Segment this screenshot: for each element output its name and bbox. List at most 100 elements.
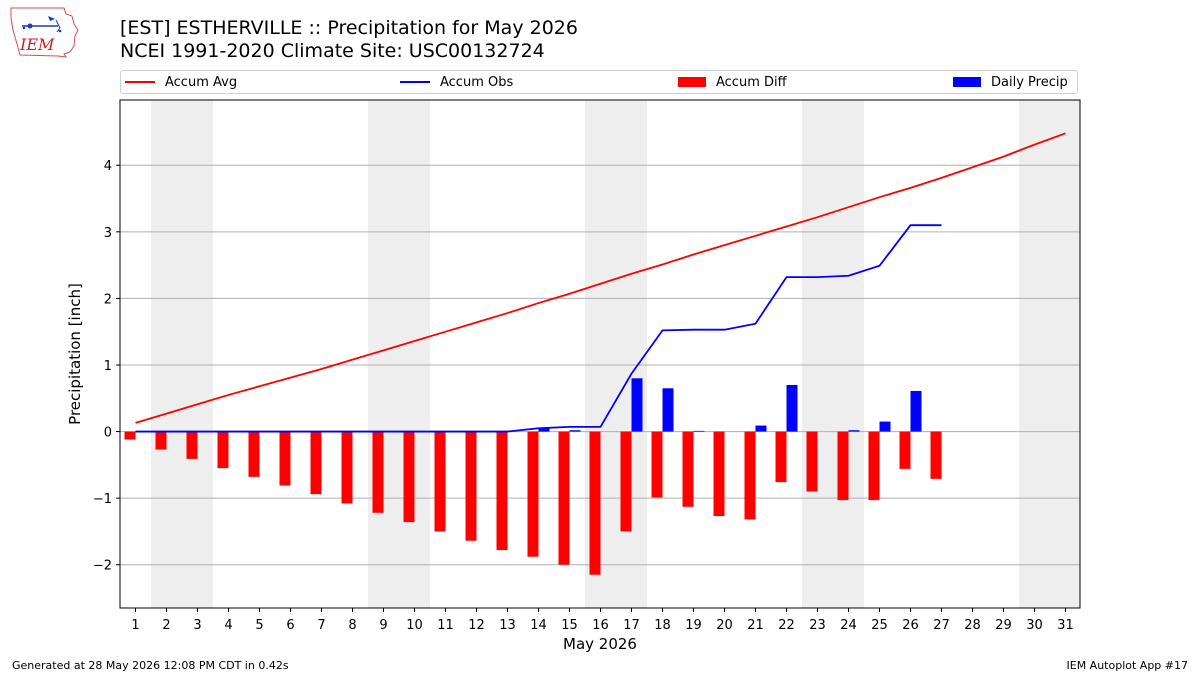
legend-label-accum-avg: Accum Avg (165, 74, 238, 90)
weekend-shade (833, 100, 864, 608)
x-tick-label: 18 (654, 618, 671, 633)
daily-precip-bar (910, 390, 922, 432)
y-tick-label: 2 (104, 292, 112, 307)
legend-swatch-accum-diff (678, 77, 706, 87)
weekend-shade (399, 100, 430, 608)
accum-diff-bar (527, 431, 539, 557)
x-tick-label: 11 (437, 618, 454, 633)
weekend-shade (151, 100, 182, 608)
daily-precip-bar (662, 388, 674, 432)
x-tick-label: 3 (193, 618, 201, 633)
legend-item-accum-obs: Accum Obs (400, 71, 513, 93)
accum-avg-line (135, 132, 1066, 424)
accum-obs-line (135, 224, 942, 433)
iem-logo: IEM (10, 7, 79, 58)
accum-diff-bar (930, 431, 942, 479)
accum-diff-bar (341, 431, 353, 504)
x-tick-label: 30 (1026, 618, 1043, 633)
y-axis-label: Precipitation [inch] (66, 283, 84, 425)
x-tick-label: 19 (685, 618, 702, 633)
accum-diff-bar (682, 431, 694, 507)
y-tick-label: 0 (104, 426, 112, 441)
accum-diff-bar (806, 431, 818, 492)
x-tick-label: 21 (747, 618, 764, 633)
accum-diff-bar (651, 431, 663, 498)
daily-precip-bar (848, 430, 860, 432)
accum-diff-bar (589, 431, 601, 575)
generated-footer: Generated at 28 May 2026 12:08 PM CDT in… (12, 659, 289, 672)
accum-diff-bar (310, 431, 322, 495)
accum-diff-bar (620, 431, 632, 532)
accum-diff-bar (434, 431, 446, 532)
accum-diff-bar (465, 431, 477, 541)
x-tick-label: 25 (871, 618, 888, 633)
y-tick-label: −1 (93, 492, 112, 507)
x-tick-label: 2 (162, 618, 170, 633)
legend-label-daily-precip: Daily Precip (991, 74, 1068, 90)
weekend-shade (802, 100, 833, 608)
x-tick-label: 7 (317, 618, 325, 633)
accum-diff-bar (403, 431, 415, 523)
accum-diff-bar (899, 431, 911, 469)
x-axis-label: May 2026 (563, 635, 637, 653)
x-tick-label: 9 (379, 618, 387, 633)
accum-diff-bar (372, 431, 384, 513)
y-tick-label: 3 (104, 226, 112, 241)
x-tick-label: 24 (840, 618, 857, 633)
legend-label-accum-diff: Accum Diff (716, 74, 787, 90)
chart-subtitle: NCEI 1991-2020 Climate Site: USC00132724 (120, 40, 545, 62)
weekend-shade (182, 100, 213, 608)
accum-diff-bar (868, 431, 880, 501)
accum-diff-bar (248, 431, 260, 477)
x-tick-label: 16 (592, 618, 609, 633)
accum-diff-bar (713, 431, 725, 517)
x-tick-label: 15 (561, 618, 578, 633)
x-tick-label: 12 (468, 618, 485, 633)
accum-diff-bar (496, 431, 508, 551)
chart-legend: Accum Avg Accum Obs Accum Diff Daily Pre… (120, 70, 1078, 94)
weekend-shade (1050, 100, 1080, 608)
x-tick-label: 4 (224, 618, 232, 633)
x-tick-label: 29 (995, 618, 1012, 633)
daily-precip-bar (538, 428, 550, 432)
legend-swatch-daily-precip (953, 77, 981, 87)
legend-swatch-accum-avg (125, 81, 155, 83)
accum-diff-bar (558, 431, 570, 565)
x-tick-label: 1 (131, 618, 139, 633)
weekend-shade (616, 100, 647, 608)
weekend-shade (1019, 100, 1050, 608)
app-footer: IEM Autoplot App #17 (1066, 659, 1189, 672)
legend-item-accum-avg: Accum Avg (125, 71, 237, 93)
legend-item-accum-diff: Accum Diff (678, 71, 787, 93)
x-tick-label: 8 (348, 618, 356, 633)
legend-label-accum-obs: Accum Obs (440, 74, 514, 90)
accum-diff-bar (837, 431, 849, 501)
daily-precip-bar (693, 430, 705, 432)
logo-text: IEM (19, 35, 55, 54)
accum-diff-bar (217, 431, 229, 469)
x-tick-label: 14 (530, 618, 547, 633)
x-tick-label: 28 (964, 618, 981, 633)
daily-precip-bar (631, 378, 643, 432)
x-tick-label: 23 (809, 618, 826, 633)
accum-diff-bar (124, 431, 136, 440)
x-tick-label: 10 (406, 618, 423, 633)
y-tick-label: 1 (104, 359, 112, 374)
x-tick-label: 27 (933, 618, 950, 633)
y-tick-label: −2 (93, 559, 112, 574)
legend-item-daily-precip: Daily Precip (953, 71, 1068, 93)
x-tick-label: 13 (499, 618, 516, 633)
legend-swatch-accum-obs (400, 81, 430, 83)
daily-precip-bar (786, 384, 798, 432)
accum-diff-bar (744, 431, 756, 520)
x-tick-label: 17 (623, 618, 640, 633)
accum-diff-bar (186, 431, 198, 459)
x-tick-label: 26 (902, 618, 919, 633)
daily-precip-bar (879, 421, 891, 432)
x-tick-label: 5 (255, 618, 263, 633)
x-tick-label: 31 (1057, 618, 1074, 633)
accum-diff-bar (775, 431, 787, 483)
chart-title: [EST] ESTHERVILLE :: Precipitation for M… (120, 17, 578, 39)
x-tick-label: 20 (716, 618, 733, 633)
